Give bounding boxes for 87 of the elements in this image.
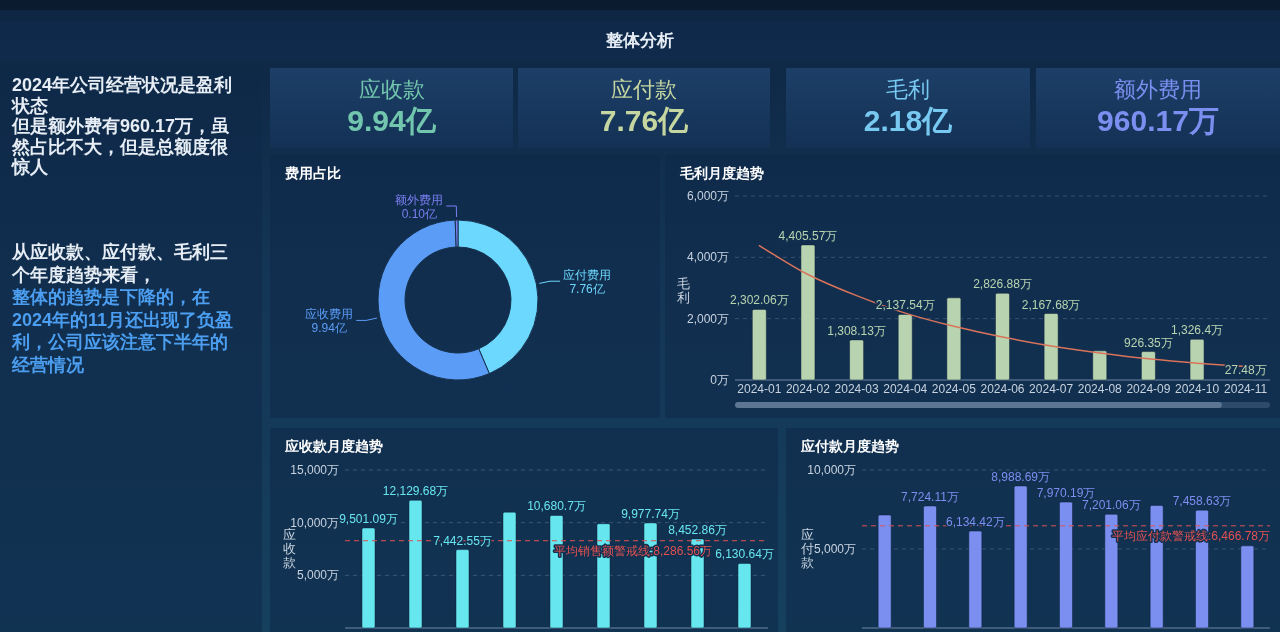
data-label: 8,452.86万 [668,522,727,537]
chart-title: 应收款月度趋势 [284,438,383,454]
data-label: 7,201.06万 [1081,498,1141,513]
bar [1141,351,1156,381]
data-label: 1,308.13万 [827,323,886,338]
x-tick-label: 2024-02 [785,382,831,396]
x-tick-label: 2024-04 [883,382,928,396]
data-label: 926.35万 [1124,335,1173,350]
bar [1059,501,1073,629]
y-axis-title: 毛利 [676,276,690,305]
x-tick-label: 2024-08 [1077,382,1123,396]
x-tick-label: 2024-01 [737,382,782,396]
text: 2.18亿 [863,104,954,137]
data-label: 10,680.7万 [527,499,586,514]
y-tick-label: 15,000万 [290,463,339,477]
data-label: 6,130.64万 [715,547,774,562]
data-label: 1,326.4万 [1171,323,1224,338]
bar [923,505,937,629]
text: 应付款 [611,77,677,102]
text: 7.76亿 [599,104,690,137]
data-label: 8,988.69万 [991,469,1051,484]
bar [995,292,1010,381]
data-label: 0.10亿 [401,207,438,222]
data-label: 9,501.09万 [339,511,398,526]
x-tick-label: 2024-06 [980,382,1025,396]
x-tick-label: 2024-05 [931,382,977,396]
slice-label: 额外费用 [395,193,444,208]
y-tick-label: 5,000万 [296,568,339,583]
bar [800,244,816,381]
chart-title: 应付款月度趋势 [800,438,899,454]
data-label: 2,302.06万 [729,293,789,308]
data-label: 7.76亿 [569,282,605,297]
bar [1092,350,1108,381]
slice-label: 应收费用 [305,307,354,322]
chart-title: 费用占比 [284,165,341,181]
data-label: 6,134.42万 [945,515,1005,530]
data-label: 12,129.68万 [382,484,449,499]
y-tick-label: 0万 [710,373,729,387]
data-label: 7,724.11万 [901,489,959,504]
y-tick-label: 4,000万 [686,250,729,265]
data-label: 9.94亿 [311,321,347,336]
data-label: 4,405.57万 [778,228,838,243]
bar [968,530,983,629]
text: 应收款 [358,77,425,102]
text: 2024年公司经营状况是盈利状态 [12,75,234,116]
slice-label: 应付费用 [563,268,612,283]
bar [361,527,376,629]
y-tick-label: 10,000万 [807,463,856,477]
x-tick-label: 2024-07 [1029,382,1074,396]
text: 从应收款、应付款、毛利三个年度趋势来看， [12,241,229,286]
text: 但是额外费有960.17万，虽然占比不大，但是总额度很惊人 [12,116,231,178]
text: 整体的趋势是下降的，在2024年的11月还出现了负盈利，公司应该注意下半年的经营情况 [12,286,235,376]
data-label: 2,826.88万 [973,277,1032,292]
bar [502,511,517,629]
data-label: 9,977.74万 [621,506,680,521]
bar [737,563,752,629]
bar [1043,313,1059,381]
bar [455,549,470,629]
y-tick-label: 5,000万 [813,542,856,556]
bar [877,514,892,629]
x-tick-label: 2024-10 [1175,382,1220,396]
data-label: 7,458.63万 [1172,494,1232,509]
text: 毛利 [886,77,930,102]
bar [897,314,913,381]
text: 9.94亿 [347,104,437,137]
bar [849,339,864,381]
y-axis-title: 应收款 [282,527,296,570]
bar [751,309,767,381]
data-label: 7,970.19万 [1036,486,1096,501]
bar [408,499,423,629]
y-tick-label: 6,000万 [686,189,729,203]
x-tick-label: 2024-09 [1126,382,1171,396]
y-tick-label: 10,000万 [290,515,339,530]
data-label: 2,167.68万 [1021,297,1081,312]
bar [946,297,962,381]
x-tick-label: 2024-11 [1224,382,1268,396]
data-label: 27.48万 [1224,363,1267,378]
chart-title: 毛利月度趋势 [679,165,764,181]
bar [1013,485,1028,629]
text: 整体分析 [605,31,674,50]
y-axis-title: 应付款 [799,527,814,570]
x-tick-label: 2024-03 [834,382,879,396]
text: 960.17万 [1097,104,1219,137]
y-tick-label: 2,000万 [686,311,729,326]
bar [1189,338,1205,381]
bar [1240,545,1255,629]
text: 额外费用 [1114,77,1202,102]
